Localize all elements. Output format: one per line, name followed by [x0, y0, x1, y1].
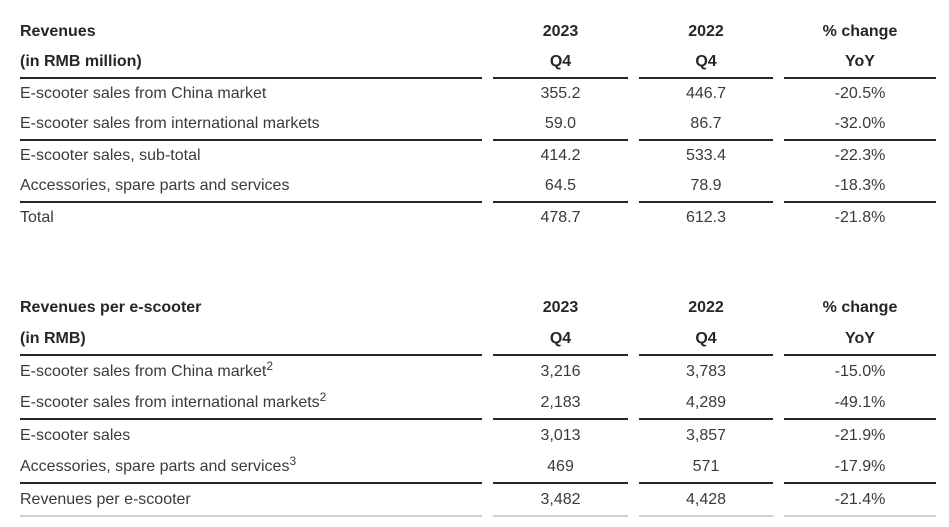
value-2023-q4: 2,183: [493, 387, 628, 420]
revenues-table-title: Revenues (in RMB million): [20, 17, 482, 79]
value-2023-q4: 355.2: [540, 85, 581, 102]
value-pct-change-yoy: -32.0%: [784, 109, 936, 141]
value-2023-q4: 59.0: [493, 109, 628, 141]
column-header-pct-change-yoy: % change YoY: [784, 17, 936, 79]
table-title-line2: (in RMB million): [20, 53, 142, 70]
value-2023-q4: 414.2: [540, 147, 581, 164]
value-2022-q4: 612.3: [685, 209, 727, 226]
value-2023-q4: 3,013: [540, 427, 581, 444]
table-title-line1: Revenues: [20, 23, 96, 40]
table-row: E-scooter sales from international marke…: [20, 387, 936, 420]
row-label-text: E-scooter sales from international marke…: [20, 115, 320, 132]
table-row: Accessories, spare parts and services3 4…: [20, 451, 936, 484]
table-row: Total 478.7 612.3 -21.8%: [20, 203, 936, 233]
row-label-text: E-scooter sales from China market: [20, 85, 267, 102]
column-header-year: 2022: [688, 299, 724, 316]
table-row: E-scooter sales 3,013 3,857 -21.9%: [20, 420, 936, 451]
row-label-text: E-scooter sales, sub-total: [20, 147, 201, 164]
row-label: E-scooter sales from China market2: [20, 356, 482, 387]
footnote-superscript: 3: [289, 454, 297, 468]
revenues-per-escooter-table-title: Revenues per e-scooter (in RMB): [20, 292, 482, 356]
table-row: Accessories, spare parts and services 64…: [20, 171, 936, 203]
column-header-year: 2022: [688, 23, 724, 40]
table-row: E-scooter sales from China market2 3,216…: [20, 356, 936, 387]
value-2022-q4: 86.7: [639, 109, 773, 141]
value-pct-change-yoy: -21.4%: [784, 484, 936, 517]
column-header-pct-change: % change: [822, 299, 898, 316]
value-pct-change-yoy: -15.0%: [834, 363, 886, 380]
value-2022-q4: 446.7: [685, 85, 727, 102]
revenues-per-escooter-table-header-row: Revenues per e-scooter (in RMB) 2023 Q4 …: [20, 292, 936, 356]
revenues-per-escooter-table: Revenues per e-scooter (in RMB) 2023 Q4 …: [9, 292, 947, 517]
row-label-text: Total: [20, 209, 54, 226]
value-2022-q4: 4,428: [639, 484, 773, 517]
row-label-text: Accessories, spare parts and services: [20, 177, 290, 194]
row-label: E-scooter sales from international marke…: [20, 109, 482, 141]
row-label-text: Revenues per e-scooter: [20, 491, 191, 508]
value-pct-change-yoy: -18.3%: [784, 171, 936, 203]
row-label: E-scooter sales from international marke…: [20, 387, 482, 420]
footnote-superscript: 2: [319, 390, 327, 404]
table-row: E-scooter sales, sub-total 414.2 533.4 -…: [20, 141, 936, 171]
row-label: Accessories, spare parts and services3: [20, 451, 482, 484]
column-header-year: 2023: [542, 299, 579, 316]
column-header-quarter: Q4: [549, 330, 572, 347]
value-2022-q4: 533.4: [685, 147, 727, 164]
column-header-yoy: YoY: [845, 330, 875, 347]
row-label: E-scooter sales, sub-total: [20, 141, 482, 171]
value-2023-q4: 469: [493, 451, 628, 484]
column-header-2023-q4: 2023 Q4: [493, 17, 628, 79]
row-label: E-scooter sales from China market: [20, 79, 482, 109]
value-pct-change-yoy: -22.3%: [834, 147, 886, 164]
column-header-quarter: Q4: [695, 330, 717, 347]
column-header-year: 2023: [542, 23, 579, 40]
table-title-line1: Revenues per e-scooter: [20, 299, 202, 316]
table-row: E-scooter sales from international marke…: [20, 109, 936, 141]
value-2022-q4: 3,783: [685, 363, 727, 380]
value-pct-change-yoy: -21.9%: [834, 427, 886, 444]
value-pct-change-yoy: -49.1%: [784, 387, 936, 420]
row-label-text: E-scooter sales from international marke…: [20, 394, 320, 411]
value-pct-change-yoy: -17.9%: [784, 451, 936, 484]
value-2023-q4: 3,482: [493, 484, 628, 517]
value-pct-change-yoy: -21.8%: [834, 209, 886, 226]
value-2023-q4: 64.5: [493, 171, 628, 203]
row-label: Accessories, spare parts and services: [20, 171, 482, 203]
table-row: Revenues per e-scooter 3,482 4,428 -21.4…: [20, 484, 936, 517]
row-label: E-scooter sales: [20, 420, 482, 451]
value-2022-q4: 78.9: [639, 171, 773, 203]
table-title-line2: (in RMB): [20, 330, 86, 347]
value-2022-q4: 571: [639, 451, 773, 484]
column-header-quarter: Q4: [695, 53, 717, 70]
value-2023-q4: 478.7: [540, 209, 581, 226]
table-row: E-scooter sales from China market 355.2 …: [20, 79, 936, 109]
row-label-text: E-scooter sales: [20, 427, 131, 444]
row-label-text: Accessories, spare parts and services: [20, 458, 290, 475]
value-2023-q4: 3,216: [540, 363, 581, 380]
row-label: Revenues per e-scooter: [20, 484, 482, 517]
column-header-quarter: Q4: [549, 53, 572, 70]
revenues-table-header-row: Revenues (in RMB million) 2023 Q4 2022 Q…: [20, 17, 936, 79]
row-label-text: E-scooter sales from China market: [20, 363, 267, 380]
revenues-table: Revenues (in RMB million) 2023 Q4 2022 Q…: [9, 17, 947, 233]
column-header-2023-q4: 2023 Q4: [493, 292, 628, 356]
value-pct-change-yoy: -20.5%: [834, 85, 886, 102]
column-header-2022-q4: 2022 Q4: [639, 292, 773, 356]
value-2022-q4: 3,857: [685, 427, 727, 444]
footnote-superscript: 2: [266, 359, 273, 373]
column-header-pct-change-yoy: % change YoY: [784, 292, 936, 356]
column-header-2022-q4: 2022 Q4: [639, 17, 773, 79]
column-header-yoy: YoY: [845, 53, 875, 70]
column-header-pct-change: % change: [822, 23, 898, 40]
value-2022-q4: 4,289: [639, 387, 773, 420]
row-label: Total: [20, 203, 482, 233]
